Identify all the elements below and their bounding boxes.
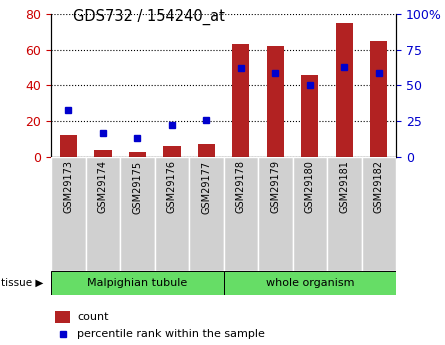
Bar [198,145,215,157]
Bar [327,157,362,271]
Bar [267,46,284,157]
Bar [155,157,189,271]
Bar [163,146,181,157]
Text: GSM29181: GSM29181 [340,160,349,213]
Bar [293,157,327,271]
Text: GDS732 / 154240_at: GDS732 / 154240_at [73,9,225,25]
Text: GSM29173: GSM29173 [64,160,73,214]
Text: percentile rank within the sample: percentile rank within the sample [77,329,265,339]
Text: whole organism: whole organism [266,278,354,288]
Text: Malpighian tubule: Malpighian tubule [87,278,187,288]
Bar [336,23,353,157]
Text: count: count [77,312,109,322]
Bar [362,157,396,271]
Bar [60,136,77,157]
Bar [129,151,146,157]
Bar [224,271,396,295]
Text: tissue ▶: tissue ▶ [1,278,43,288]
Bar [51,271,224,295]
Text: GSM29179: GSM29179 [271,160,280,214]
Bar [258,157,293,271]
Bar [189,157,224,271]
Text: GSM29176: GSM29176 [167,160,177,214]
Text: GSM29182: GSM29182 [374,160,384,214]
Text: GSM29178: GSM29178 [236,160,246,214]
Bar [86,157,120,271]
Bar [55,310,70,323]
Bar [370,41,388,157]
Bar [94,150,112,157]
Bar [120,157,155,271]
Text: GSM29177: GSM29177 [202,160,211,214]
Bar [51,157,85,271]
Text: GSM29175: GSM29175 [133,160,142,214]
Text: GSM29180: GSM29180 [305,160,315,213]
Bar [224,157,258,271]
Text: GSM29174: GSM29174 [98,160,108,214]
Bar [301,75,319,157]
Bar [232,44,250,157]
